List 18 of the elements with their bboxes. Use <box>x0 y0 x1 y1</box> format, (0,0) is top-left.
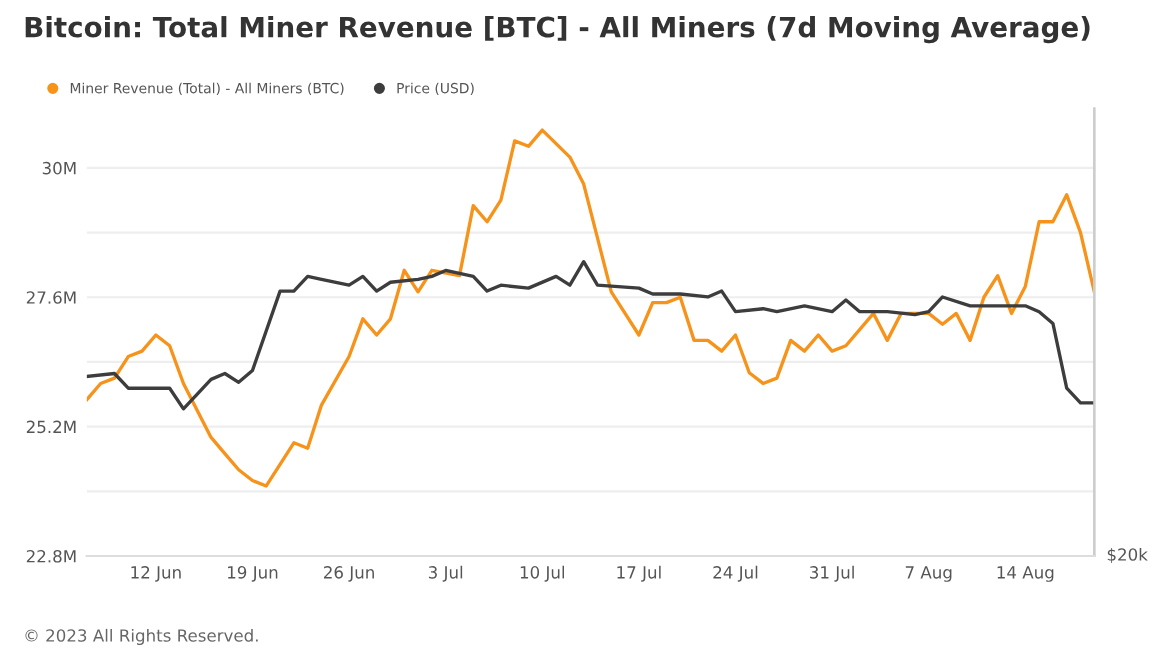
x-tick-label: 31 Jul <box>810 565 854 582</box>
x-tick-label: 17 Jul <box>617 565 661 582</box>
x-tick-label: 12 Jun <box>131 566 181 582</box>
y-tick-label: 22.8M <box>26 549 76 563</box>
x-tick-label: 10 Jul <box>520 565 565 582</box>
text: $20k <box>1107 547 1148 564</box>
x-tick-label: 7 Aug <box>905 566 952 582</box>
x-tick-label: 3 Jul <box>428 565 463 582</box>
text: © 2023 All Rights Reserved. <box>25 628 258 646</box>
y-tick-label: 30M <box>42 161 76 175</box>
x-tick-label: 24 Jul <box>713 565 758 582</box>
y-tick-label: 25.2M <box>26 420 76 434</box>
x-tick-label: 14 Aug <box>997 566 1054 582</box>
chart-title: Bitcoin: Total Miner Revenue [BTC] - All Miners (7d Moving Average) <box>25 16 1090 44</box>
x-tick-label: 19 Jun <box>228 566 278 582</box>
line-series <box>86 128 1095 488</box>
y-tick-label: 27.6M <box>26 291 76 304</box>
x-tick-label: 26 Jun <box>324 566 374 582</box>
